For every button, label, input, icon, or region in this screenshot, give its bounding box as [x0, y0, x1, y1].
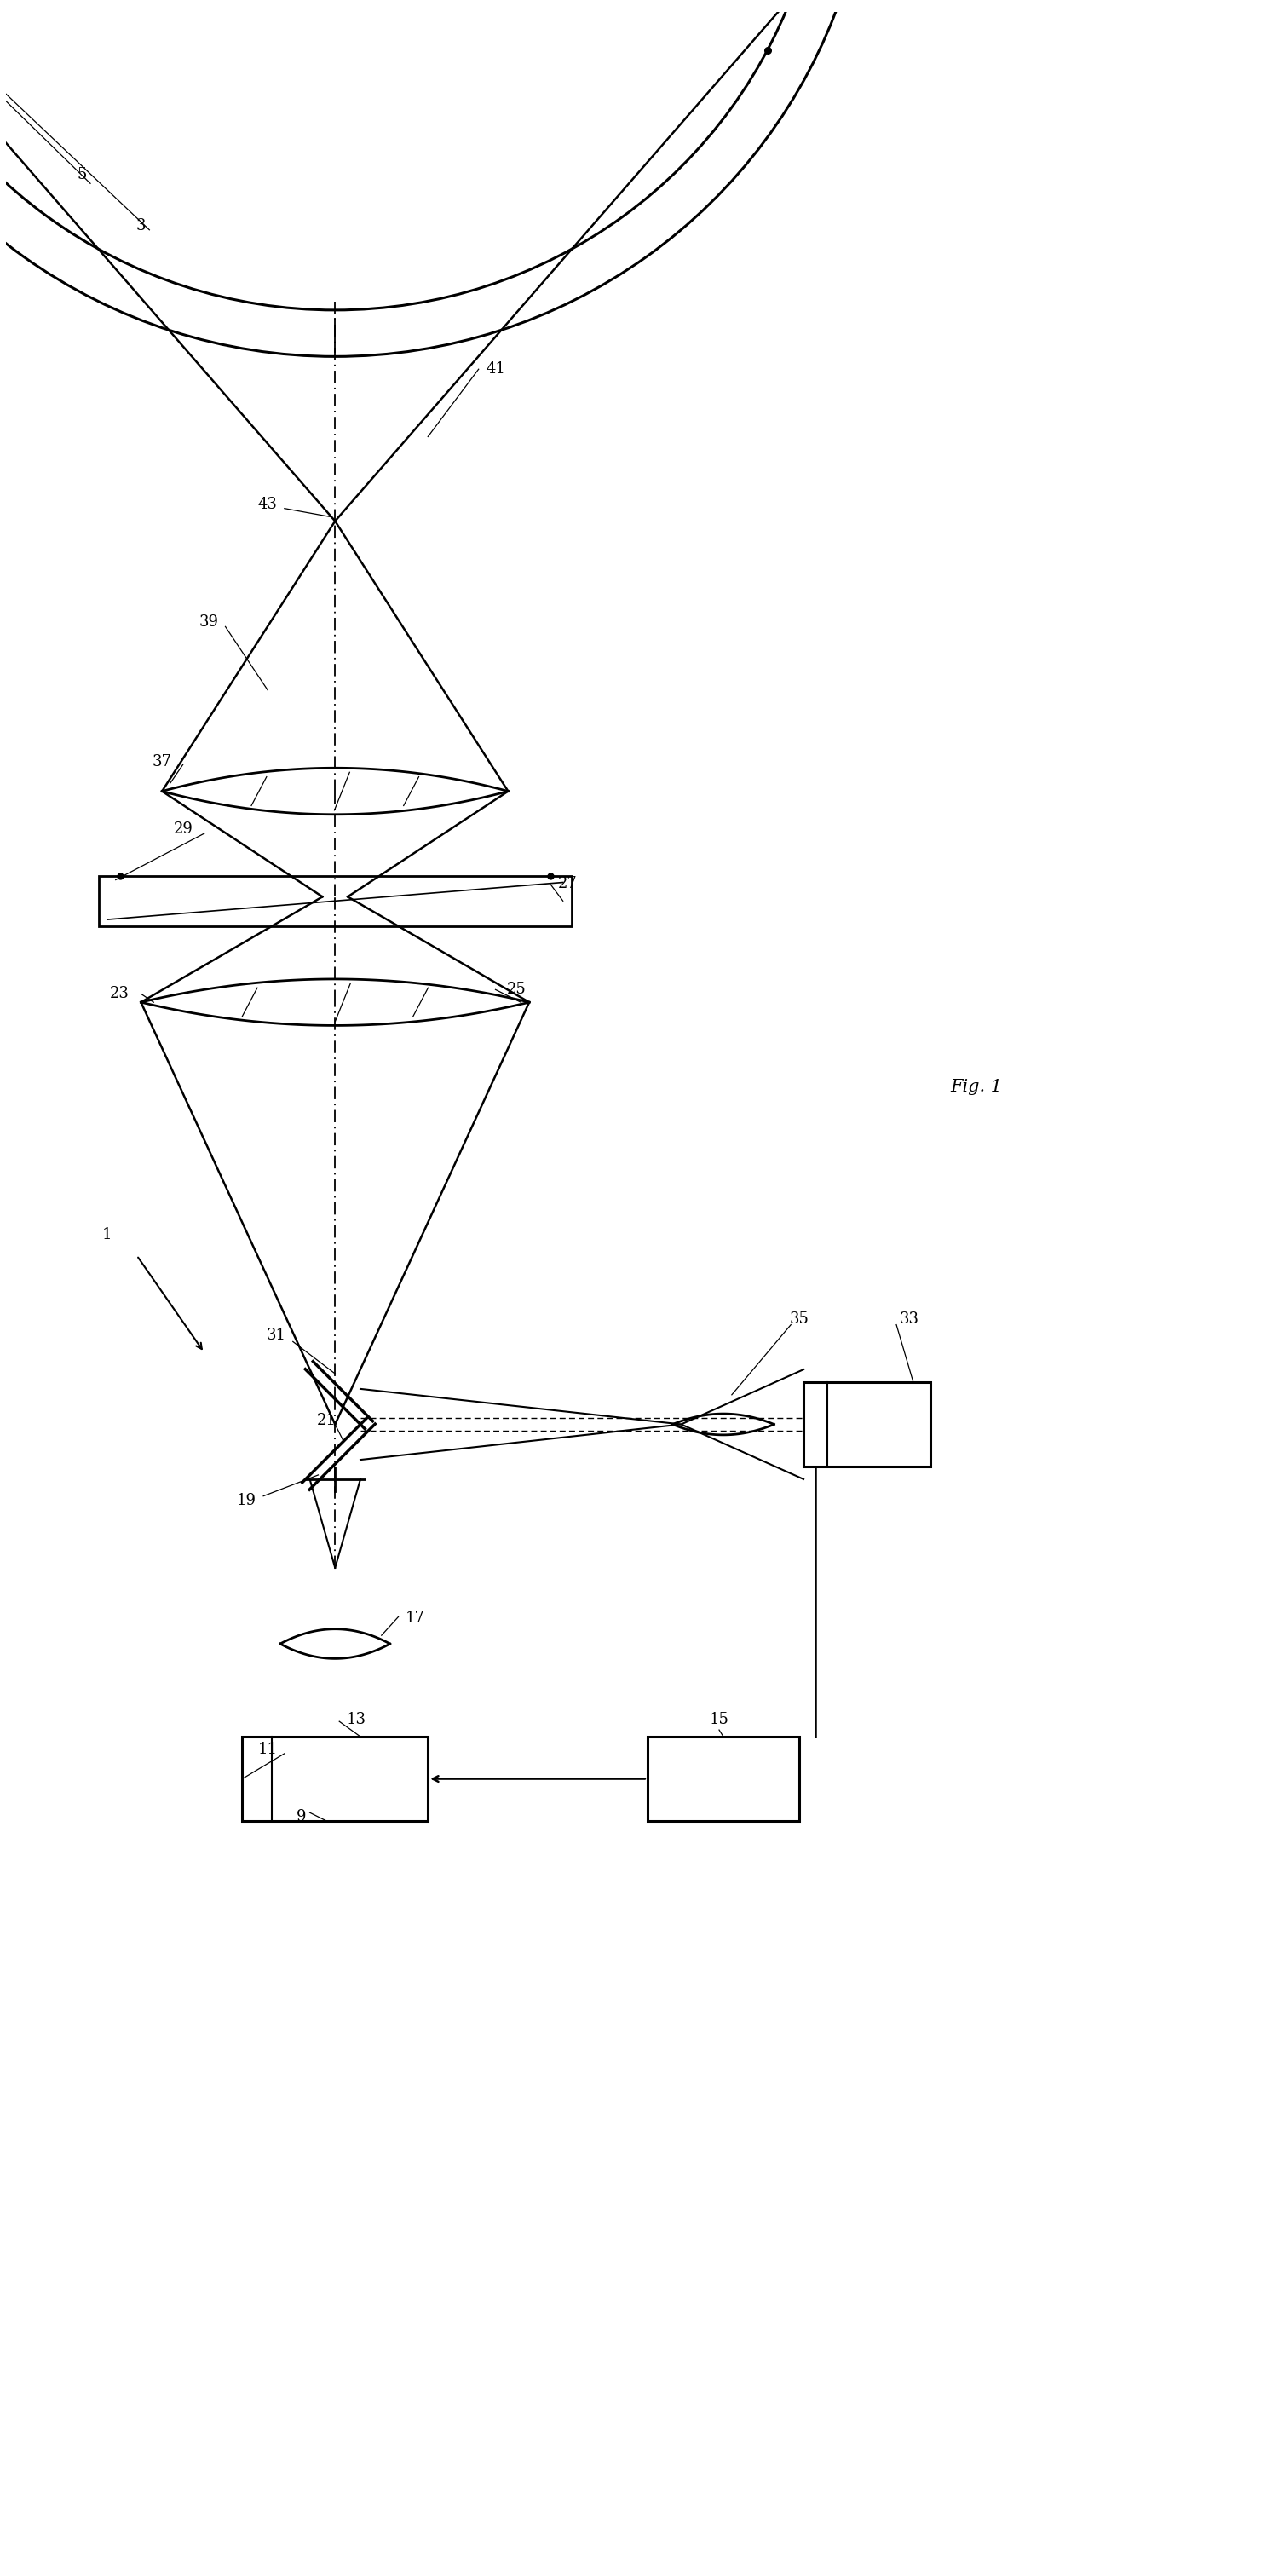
Text: 25: 25 [507, 981, 526, 997]
Text: 1: 1 [102, 1226, 112, 1242]
Bar [647, 1736, 799, 1821]
Bar [242, 1736, 427, 1821]
Text: 23: 23 [110, 987, 130, 1002]
Text: 35: 35 [789, 1311, 810, 1327]
Text: 21: 21 [317, 1412, 337, 1427]
Text: 37: 37 [153, 755, 171, 770]
Bar [98, 876, 571, 927]
Text: 29: 29 [174, 822, 193, 837]
Text: 9: 9 [296, 1808, 306, 1824]
Text: 27: 27 [557, 876, 576, 891]
Text: 15: 15 [710, 1713, 729, 1728]
Text: 41: 41 [485, 361, 506, 376]
Text: 39: 39 [199, 616, 218, 631]
Text: Fig. 1: Fig. 1 [951, 1079, 1002, 1095]
Text: 5: 5 [77, 167, 87, 183]
Bar [803, 1383, 931, 1466]
Text: 11: 11 [257, 1741, 277, 1757]
Text: 43: 43 [257, 497, 277, 513]
Text: 19: 19 [237, 1492, 256, 1507]
Text: 33: 33 [899, 1311, 919, 1327]
Text: 3: 3 [136, 219, 146, 234]
Text: 31: 31 [266, 1329, 286, 1342]
Text: 17: 17 [406, 1610, 425, 1625]
Text: 13: 13 [347, 1713, 366, 1728]
